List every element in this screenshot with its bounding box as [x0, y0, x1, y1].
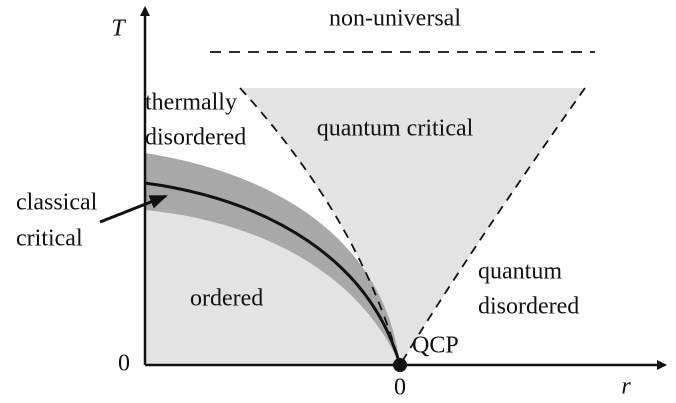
region-label: quantum critical [317, 116, 474, 142]
ordered-region [145, 183, 400, 365]
region-label: disordered [145, 125, 246, 151]
pointer-arrow [99, 194, 168, 224]
region-label: disordered [478, 294, 579, 320]
region-label: quantum [478, 259, 562, 285]
qcp-label: QCP [412, 333, 459, 359]
region-label: classical [16, 190, 98, 216]
crossover-right [399, 87, 586, 366]
x-axis-label: r [621, 374, 631, 400]
y-origin-label: 0 [118, 351, 130, 377]
classical-critical-band [145, 153, 400, 365]
crossover-left [239, 87, 401, 366]
region-label: non-universal [329, 6, 461, 32]
y-axis-label: T [111, 16, 126, 42]
quantum-critical-region [240, 88, 585, 365]
qcp-point [393, 358, 407, 372]
region-label: critical [16, 226, 83, 252]
region-label: thermally [145, 90, 237, 116]
transition-line [144, 181, 402, 366]
region-label: ordered [190, 286, 263, 312]
x-origin-label: 0 [394, 375, 406, 401]
